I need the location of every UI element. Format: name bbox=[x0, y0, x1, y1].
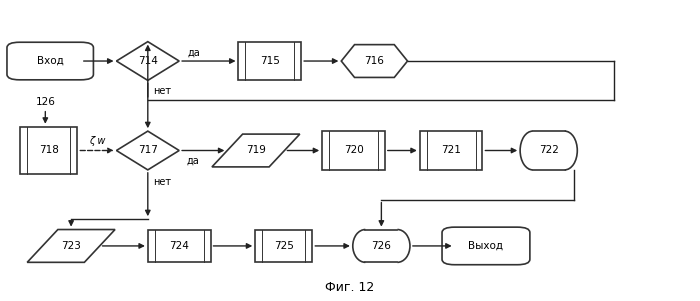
Polygon shape bbox=[27, 230, 115, 262]
Text: 723: 723 bbox=[61, 241, 81, 251]
Polygon shape bbox=[342, 45, 407, 77]
Text: 126: 126 bbox=[36, 97, 55, 107]
Text: 725: 725 bbox=[274, 241, 294, 251]
Text: 719: 719 bbox=[246, 145, 266, 156]
Bar bbox=[533, 131, 565, 170]
Bar bbox=[420, 131, 482, 170]
Text: 716: 716 bbox=[365, 56, 384, 66]
Text: Вход: Вход bbox=[37, 56, 64, 66]
Text: 714: 714 bbox=[138, 56, 158, 66]
Text: 720: 720 bbox=[344, 145, 363, 156]
Text: 726: 726 bbox=[372, 241, 391, 251]
Bar bbox=[256, 230, 312, 262]
Polygon shape bbox=[116, 131, 179, 170]
Text: 721: 721 bbox=[441, 145, 461, 156]
Text: 722: 722 bbox=[539, 145, 559, 156]
Text: нет: нет bbox=[153, 86, 172, 96]
Text: Фиг. 12: Фиг. 12 bbox=[326, 281, 374, 294]
Text: 718: 718 bbox=[39, 145, 59, 156]
Text: 715: 715 bbox=[260, 56, 280, 66]
Bar bbox=[148, 230, 211, 262]
Polygon shape bbox=[212, 134, 300, 167]
Text: нет: нет bbox=[153, 177, 172, 187]
Text: Выход: Выход bbox=[468, 241, 503, 251]
FancyBboxPatch shape bbox=[7, 42, 93, 80]
Text: 717: 717 bbox=[138, 145, 158, 156]
Text: 724: 724 bbox=[169, 241, 189, 251]
Bar bbox=[20, 127, 78, 174]
Text: да: да bbox=[188, 48, 200, 57]
Bar bbox=[322, 131, 385, 170]
Text: да: да bbox=[186, 156, 199, 166]
Bar bbox=[239, 42, 301, 80]
Polygon shape bbox=[116, 42, 179, 80]
FancyBboxPatch shape bbox=[442, 227, 530, 265]
Bar bbox=[365, 230, 398, 262]
Text: ζ w: ζ w bbox=[89, 136, 105, 146]
